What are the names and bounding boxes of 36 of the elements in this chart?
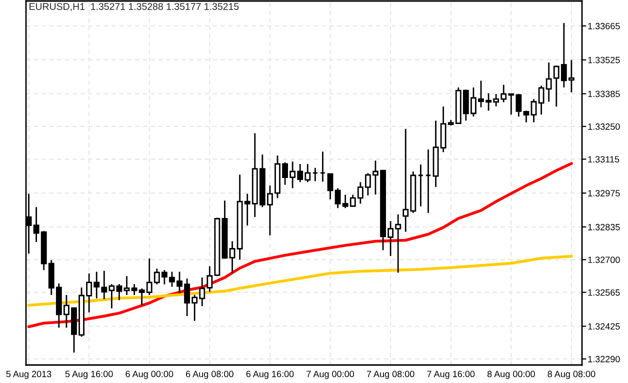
chart-title: EURUSD,H1 1.35271 1.35288 1.35177 1.35215 bbox=[30, 3, 239, 12]
y-tick-label: 1.32565 bbox=[588, 289, 620, 296]
candlestick bbox=[124, 275, 130, 296]
candlestick bbox=[334, 188, 341, 209]
y-tick-label: 1.32290 bbox=[588, 356, 620, 362]
y-tick-label: 1.33665 bbox=[588, 22, 620, 30]
x-tick-label: 7 Aug 16:00 bbox=[427, 370, 475, 379]
x-tick-label: 7 Aug 00:00 bbox=[306, 370, 354, 379]
x-tick-label: 6 Aug 08:00 bbox=[186, 370, 234, 379]
y-tick-label: 1.32975 bbox=[588, 190, 620, 196]
x-tick-label: 8 Aug 00:00 bbox=[487, 370, 535, 379]
candlestick bbox=[530, 98, 537, 124]
x-tick-label: 8 Aug 08:00 bbox=[548, 370, 596, 379]
line-series bbox=[27, 162, 573, 328]
x-tick-label: 6 Aug 16:00 bbox=[246, 370, 294, 379]
y-tick-label: 1.32700 bbox=[588, 256, 620, 264]
candlestick bbox=[425, 148, 432, 214]
y-tick-label: 1.33250 bbox=[588, 123, 620, 130]
y-tick-label: 1.33525 bbox=[588, 56, 620, 64]
candlestick bbox=[229, 240, 236, 274]
candlestick bbox=[116, 283, 122, 301]
candlestick bbox=[131, 283, 138, 296]
x-tick-label: 6 Aug 00:00 bbox=[126, 370, 174, 379]
x-tick-label: 5 Aug 16:00 bbox=[65, 370, 113, 379]
x-tick-label: 5 Aug 2013 bbox=[6, 370, 52, 379]
y-tick-label: 1.32835 bbox=[588, 224, 620, 230]
y-tick-label: 1.33115 bbox=[588, 156, 620, 163]
line-series bbox=[27, 254, 573, 307]
x-tick-label: 7 Aug 08:00 bbox=[366, 370, 414, 379]
candlestick bbox=[523, 110, 530, 124]
y-tick-label: 1.32425 bbox=[588, 323, 620, 330]
candlestick bbox=[418, 164, 424, 208]
candlestick bbox=[312, 167, 318, 182]
candlestick bbox=[320, 150, 326, 182]
y-tick-label: 1.33385 bbox=[588, 90, 620, 98]
candlestick bbox=[327, 173, 334, 200]
